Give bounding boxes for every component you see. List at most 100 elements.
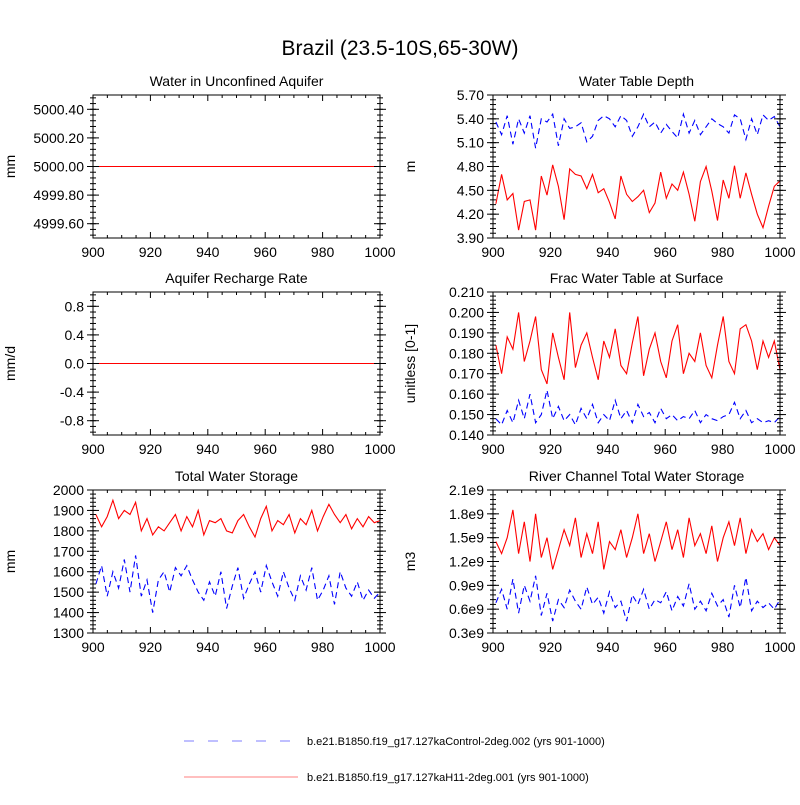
y-tick-label: 1600 (53, 564, 84, 580)
y-tick-label: 0.210 (449, 284, 484, 300)
y-tick-label: 5000.20 (33, 130, 84, 146)
y-tick-label: -0.4 (60, 384, 84, 400)
y-tick-label: 0.150 (449, 407, 484, 423)
series-line-control (95, 555, 381, 613)
legend-label-control: b.e21.B1850.f19_g17.127kaControl-2deg.00… (307, 736, 605, 748)
panel-0: Water in Unconfined Aquifer mm 900 920 940 96… (2, 73, 396, 260)
x-tick-label: 940 (196, 639, 220, 655)
y-tick-label: 0.140 (449, 427, 484, 443)
y-tick-label: 1900 (53, 502, 84, 518)
x-tick-label: 920 (539, 639, 563, 655)
y-tick-label: 1800 (53, 523, 84, 539)
y-axis-label: mm (2, 550, 18, 573)
y-tick-label: 1300 (53, 625, 84, 641)
x-tick-label: 980 (711, 639, 735, 655)
panel-title: River Channel Total Water Storage (529, 468, 745, 484)
panel-title: Total Water Storage (175, 468, 298, 484)
plot-frame (92, 489, 381, 634)
y-tick-label: 1.8e9 (449, 506, 484, 522)
x-tick-label: 940 (196, 441, 220, 457)
legend: b.e21.B1850.f19_g17.127kaControl-2deg.00… (184, 736, 605, 784)
y-axis-label: unitless [0-1] (402, 324, 418, 403)
panel-title: Frac Water Table at Surface (550, 270, 724, 286)
y-tick-label: 5.40 (457, 111, 484, 127)
series-line-h11 (95, 498, 381, 539)
y-tick-label: 4999.60 (33, 216, 84, 232)
panel-1: Water Table Depth m 900 920 940 960 980 1000 3.9… (402, 73, 796, 260)
panel-2: Aquifer Recharge Rate mm/d 900 920 940 960 980… (2, 270, 396, 457)
y-tick-label: -0.8 (60, 413, 84, 429)
y-tick-label: 5.70 (457, 87, 484, 103)
y-tick-label: 1.5e9 (449, 530, 484, 546)
x-tick-label: 980 (711, 441, 735, 457)
series-line-h11 (495, 164, 781, 231)
x-tick-label: 940 (596, 244, 620, 260)
x-tick-label: 960 (254, 639, 278, 655)
y-tick-label: 1700 (53, 543, 84, 559)
x-tick-label: 960 (654, 441, 678, 457)
panel-title: Water in Unconfined Aquifer (150, 73, 324, 89)
panel-title: Aquifer Recharge Rate (165, 270, 308, 286)
x-tick-label: 900 (81, 244, 105, 260)
x-tick-label: 940 (596, 441, 620, 457)
series-line-control (495, 111, 781, 149)
y-tick-label: 0.180 (449, 345, 484, 361)
series-line-control (495, 389, 781, 427)
series-line-h11 (495, 312, 781, 385)
x-tick-label: 1000 (364, 441, 395, 457)
x-tick-label: 920 (139, 244, 163, 260)
x-tick-label: 1000 (364, 244, 395, 260)
x-tick-label: 920 (139, 441, 163, 457)
x-tick-label: 920 (539, 441, 563, 457)
y-tick-label: 1500 (53, 584, 84, 600)
y-tick-label: 5000.40 (33, 101, 84, 117)
x-tick-label: 900 (481, 441, 505, 457)
y-tick-label: 0.160 (449, 386, 484, 402)
x-tick-label: 1000 (764, 244, 795, 260)
y-tick-label: 0.4 (65, 327, 85, 343)
y-tick-label: 0.9e9 (449, 577, 484, 593)
x-tick-label: 920 (539, 244, 563, 260)
y-tick-label: 5000.00 (33, 159, 84, 175)
y-axis-label: m3 (402, 552, 418, 572)
x-tick-label: 980 (311, 639, 335, 655)
plot-frame (492, 291, 781, 436)
x-tick-label: 940 (596, 639, 620, 655)
plot-frame (492, 489, 781, 634)
y-tick-label: 0.0 (65, 356, 85, 372)
x-tick-label: 940 (196, 244, 220, 260)
x-tick-label: 980 (711, 244, 735, 260)
y-tick-label: 4.20 (457, 206, 484, 222)
x-tick-label: 900 (481, 244, 505, 260)
x-tick-label: 1000 (764, 639, 795, 655)
y-tick-label: 5.10 (457, 135, 484, 151)
y-tick-label: 1400 (53, 605, 84, 621)
y-tick-label: 0.8 (65, 298, 85, 314)
panel-title: Water Table Depth (579, 73, 694, 89)
y-tick-label: 3.90 (457, 230, 484, 246)
x-tick-label: 900 (81, 441, 105, 457)
x-tick-label: 900 (81, 639, 105, 655)
x-tick-label: 960 (254, 441, 278, 457)
y-tick-label: 0.6e9 (449, 601, 484, 617)
y-tick-label: 0.3e9 (449, 625, 484, 641)
y-axis-label: mm (2, 155, 18, 178)
x-tick-label: 960 (654, 639, 678, 655)
y-tick-label: 4999.80 (33, 187, 84, 203)
panel-5: River Channel Total Water Storage m3 900 92… (402, 468, 796, 655)
legend-label-h11: b.e21.B1850.f19_g17.127kaH11-2deg.001 (y… (307, 772, 589, 784)
y-tick-label: 0.170 (449, 366, 484, 382)
x-tick-label: 980 (311, 441, 335, 457)
y-tick-label: 4.50 (457, 182, 484, 198)
x-tick-label: 980 (311, 244, 335, 260)
y-axis-label: mm/d (2, 346, 18, 381)
series-line-control (495, 575, 781, 622)
x-tick-label: 960 (254, 244, 278, 260)
y-tick-label: 1.2e9 (449, 554, 484, 570)
y-axis-label: m (402, 161, 418, 173)
y-tick-label: 0.200 (449, 304, 484, 320)
y-tick-label: 2000 (53, 482, 84, 498)
figure-title: Brazil (23.5-10S,65-30W) (282, 37, 519, 60)
x-tick-label: 920 (139, 639, 163, 655)
